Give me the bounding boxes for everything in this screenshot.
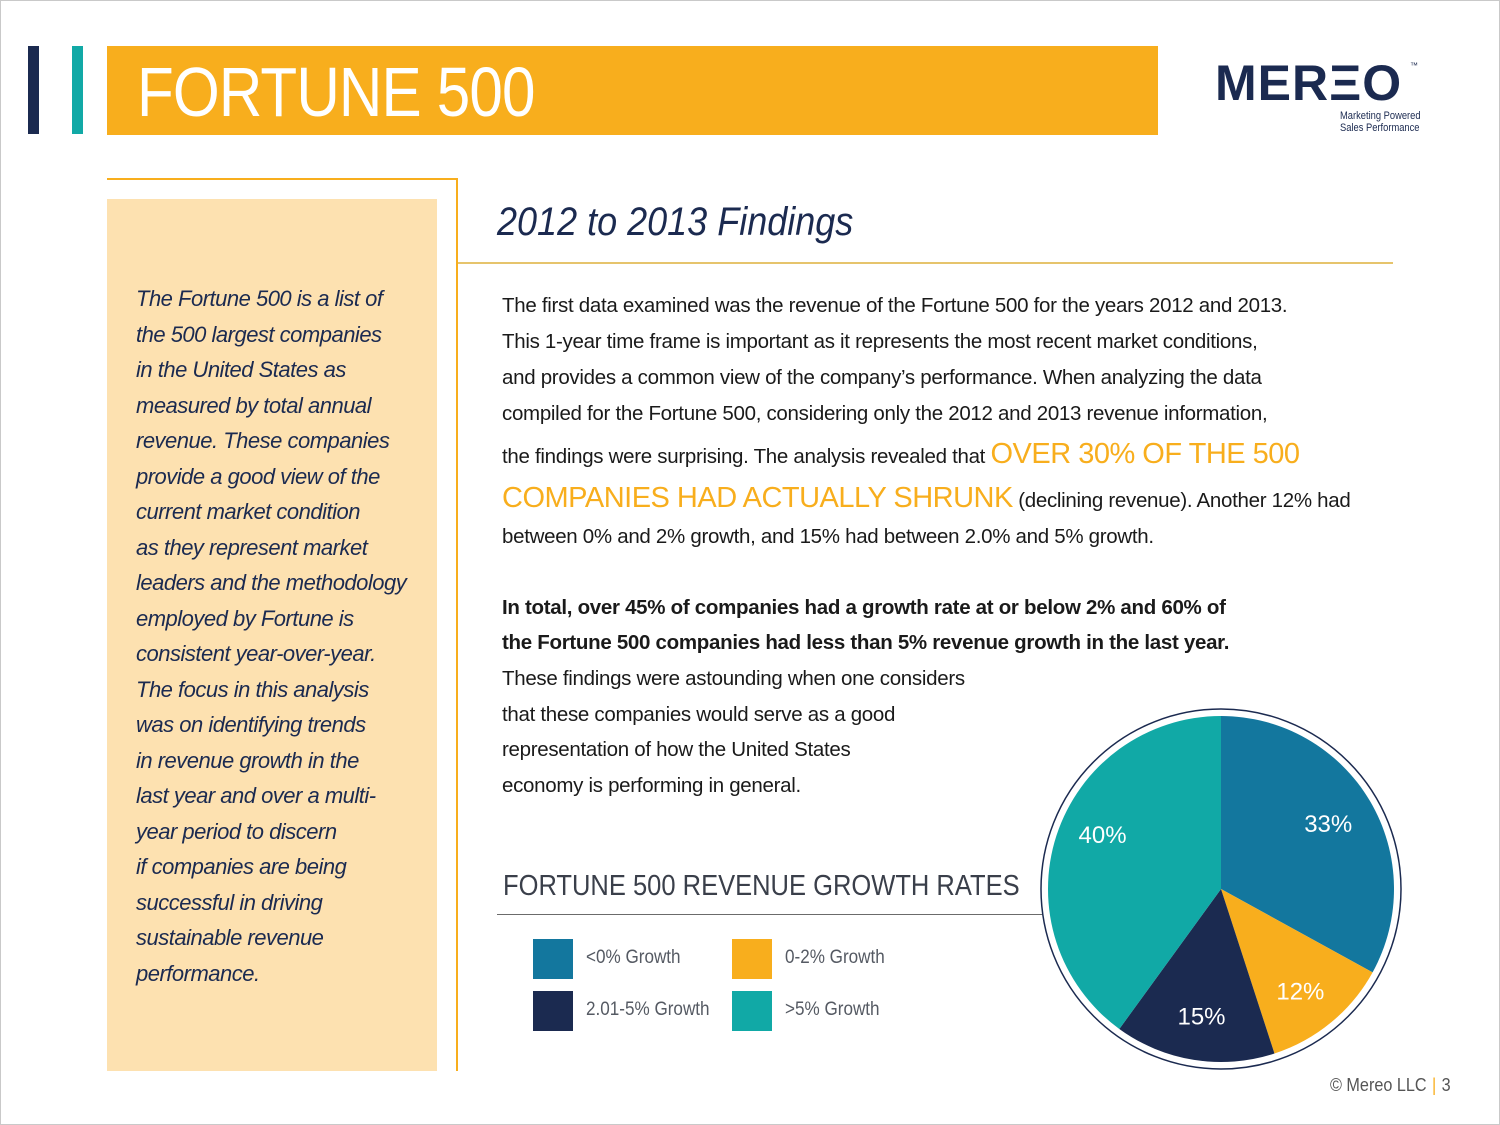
footer-separator: | <box>1431 1075 1437 1095</box>
sidebar-line: year period to discern <box>136 818 337 844</box>
copyright: © Mereo LLC <box>1330 1075 1427 1095</box>
paragraph-text: the findings were surprising. The analys… <box>502 445 991 468</box>
paragraph-line: between 0% and 2% growth, and 15% had be… <box>502 525 1154 548</box>
accent-bar-teal <box>72 46 83 134</box>
legend-label: 0-2% Growth <box>785 947 885 968</box>
sidebar-line: performance. <box>136 960 260 986</box>
legend-label: 2.01-5% Growth <box>586 999 710 1020</box>
pie-data-label: 40% <box>1079 822 1127 849</box>
sidebar-line: in the United States as <box>136 357 346 382</box>
paragraph-text: (declining revenue). Another 12% had <box>1012 489 1351 512</box>
logo-trademark: ™ <box>1410 61 1418 70</box>
sidebar-line: employed by Fortune is <box>136 605 354 631</box>
footer: © Mereo LLC | 3 <box>1330 1075 1451 1096</box>
paragraph-line: In total, over 45% of companies had a gr… <box>502 596 1226 619</box>
sidebar-line: revenue. These companies <box>136 428 390 453</box>
sidebar-line: consistent year-over-year. <box>136 641 376 666</box>
sidebar-text: The Fortune 500 is a list of the 500 lar… <box>136 281 436 991</box>
page-number: 3 <box>1441 1075 1451 1095</box>
sidebar-line: last year and over a multi- <box>136 783 376 808</box>
sidebar-line: provide a good view of the <box>136 463 380 489</box>
mereo-logo: MERΞO ™ Marketing Powered Sales Performa… <box>1215 58 1430 138</box>
logo-tagline-1: Marketing Powered <box>1340 110 1421 122</box>
page-title: FORTUNE 500 <box>137 53 535 131</box>
section-heading: 2012 to 2013 Findings <box>497 200 854 244</box>
paragraph-line: compiled for the Fortune 500, considerin… <box>502 402 1268 425</box>
pie-slice <box>1221 889 1373 1054</box>
legend-swatch <box>533 939 573 979</box>
pie-slice <box>1221 716 1394 973</box>
logo-wordmark: MERΞO <box>1215 55 1403 111</box>
paragraph-line: The first data examined was the revenue … <box>502 294 1288 317</box>
pie-data-label: 33% <box>1304 811 1352 838</box>
legend-swatch <box>732 939 772 979</box>
sidebar-line: in revenue growth in the <box>136 747 359 773</box>
pie-data-label: 12% <box>1276 978 1324 1005</box>
paragraph-line: the Fortune 500 companies had less than … <box>502 631 1230 654</box>
sidebar-top-rule <box>107 178 457 180</box>
sidebar-line: if companies are being <box>136 854 347 879</box>
paragraph-line: the findings were surprising. The analys… <box>502 438 1300 471</box>
pie-slice <box>1048 716 1221 1029</box>
sidebar-line: The focus in this analysis <box>136 676 369 702</box>
growth-pie-chart: 33% 12% 15% 40% <box>1040 708 1402 1070</box>
paragraph-line: that these companies would serve as a go… <box>502 703 896 726</box>
sidebar-panel: The Fortune 500 is a list of the 500 lar… <box>107 199 437 1071</box>
pie-slice <box>1119 889 1275 1062</box>
legend-swatch <box>533 991 573 1031</box>
highlight-text: COMPANIES HAD ACTUALLY SHRUNK <box>502 482 1013 514</box>
paragraph-line: COMPANIES HAD ACTUALLY SHRUNK (declining… <box>502 482 1351 515</box>
paragraph-line: This 1-year time frame is important as i… <box>502 330 1258 353</box>
chart-title-rule <box>497 914 1042 915</box>
chart-title: FORTUNE 500 REVENUE GROWTH RATES <box>503 870 1020 902</box>
sidebar-line: was on identifying trends <box>136 712 366 737</box>
sidebar-vertical-rule <box>456 178 458 1071</box>
paragraph-line: representation of how the United States <box>502 738 851 761</box>
legend-swatch <box>732 991 772 1031</box>
highlight-text: OVER 30% OF THE 500 <box>990 438 1300 470</box>
sidebar-line: current market condition <box>136 499 361 524</box>
sidebar-line: successful in driving <box>136 889 323 915</box>
logo-tagline-2: Sales Performance <box>1340 122 1420 134</box>
title-band: FORTUNE 500 <box>107 46 1158 135</box>
paragraph-line: economy is performing in general. <box>502 774 801 797</box>
legend-label: >5% Growth <box>785 999 880 1020</box>
sidebar-line: The Fortune 500 is a list of <box>136 286 383 311</box>
heading-rule <box>458 262 1393 264</box>
sidebar-line: the 500 largest companies <box>136 321 382 347</box>
paragraph-line: and provides a common view of the compan… <box>502 366 1262 389</box>
accent-bar-navy <box>28 46 39 134</box>
sidebar-line: measured by total annual <box>136 392 372 418</box>
sidebar-line: sustainable revenue <box>136 925 324 950</box>
sidebar-line: as they represent market <box>136 534 368 560</box>
legend-label: <0% Growth <box>586 947 681 968</box>
sidebar-line: leaders and the methodology <box>136 570 407 595</box>
pie-data-label: 15% <box>1177 1003 1225 1030</box>
paragraph-line: These findings were astounding when one … <box>502 667 965 690</box>
